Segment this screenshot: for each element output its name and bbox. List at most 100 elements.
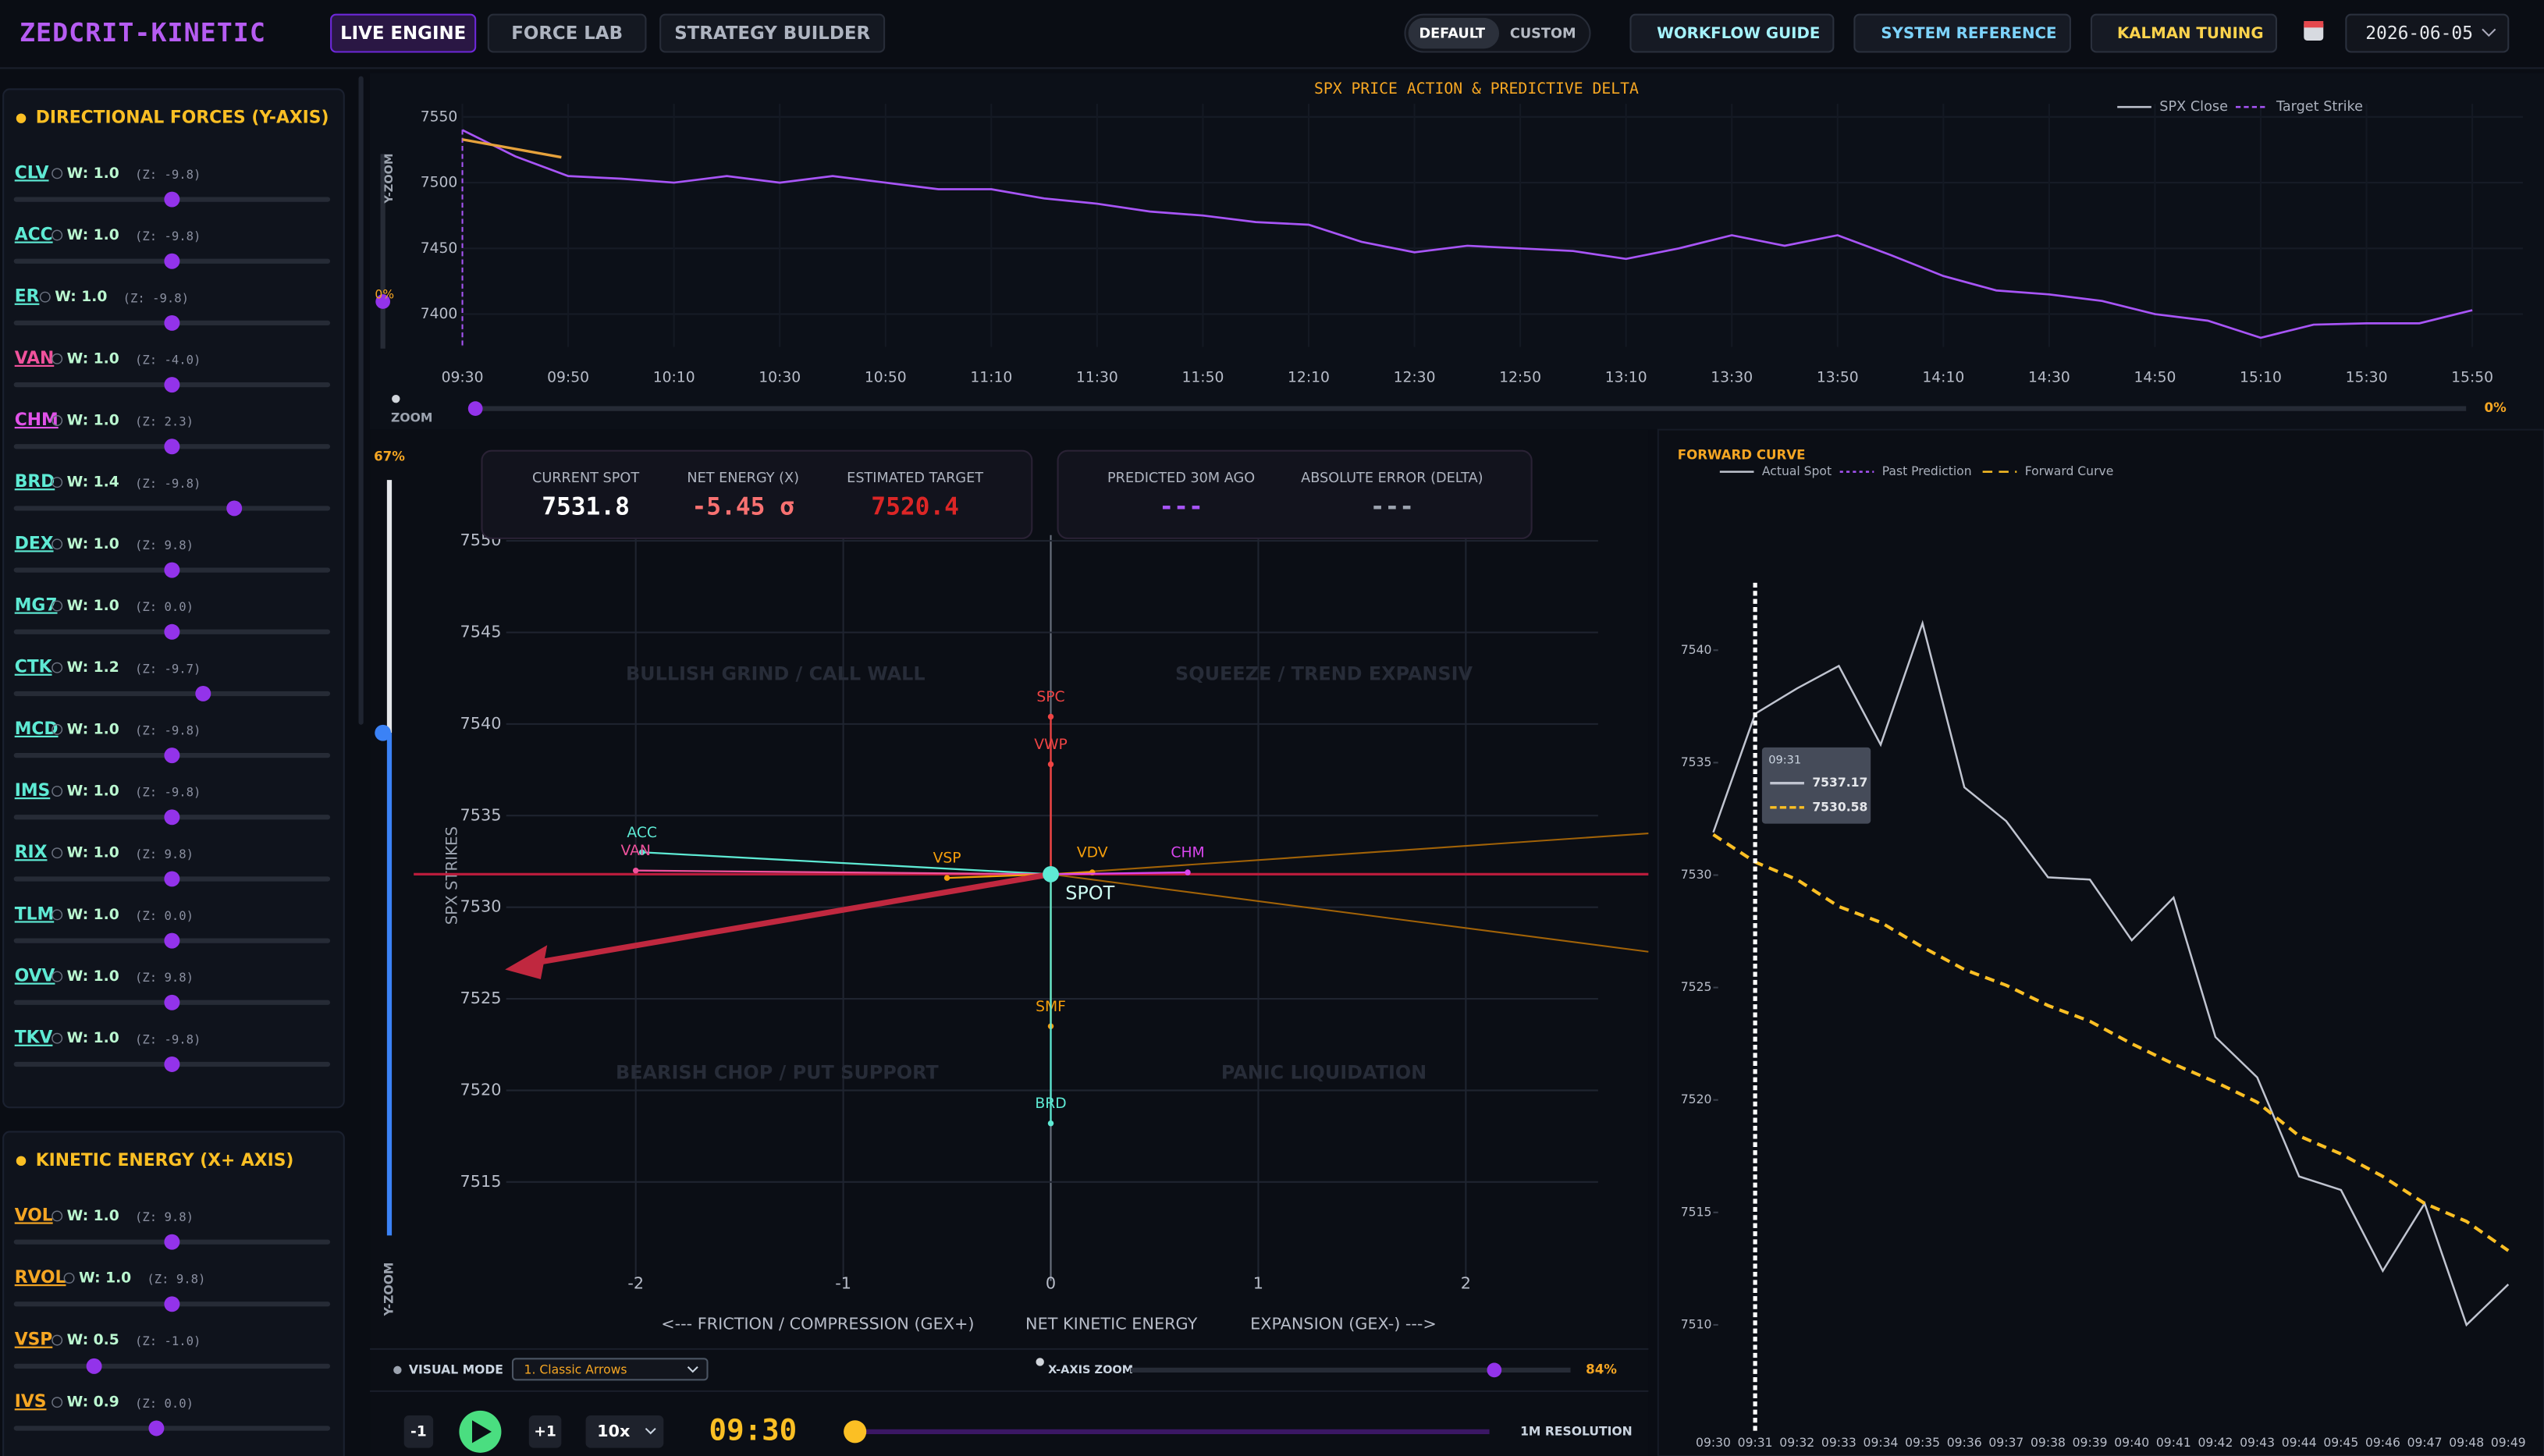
tab[interactable]	[487, 13, 647, 53]
slider-thumb[interactable]	[164, 377, 180, 393]
forward-line	[1712, 833, 2510, 1252]
vector-label: ACC	[627, 825, 657, 841]
slider-thumb[interactable]	[164, 809, 180, 826]
slider-thumb[interactable]	[164, 191, 180, 208]
slider-thumb[interactable]	[148, 1420, 165, 1436]
slider-thumb[interactable]	[164, 932, 180, 949]
net-vector-head	[505, 945, 548, 979]
info-icon	[52, 1032, 63, 1044]
force-weight: W: 1.0	[67, 598, 119, 614]
slider-thumb[interactable]	[164, 994, 180, 1010]
header-button[interactable]	[1853, 13, 2071, 53]
projection-line	[1050, 833, 1649, 875]
quadrant-panel	[370, 429, 1649, 1456]
x-tick-label: 10:10	[653, 370, 695, 386]
slider-thumb[interactable]	[226, 500, 243, 517]
speed-value: 10x	[597, 1422, 631, 1440]
info-icon	[52, 971, 63, 982]
force-z: (Z: 0.0)	[135, 1397, 194, 1411]
y-tick-label: 7545	[460, 623, 502, 641]
x-tick-label: 09:39	[2073, 1436, 2108, 1450]
force-vector	[635, 869, 1051, 875]
y-tick-label: 7535	[1681, 755, 1712, 769]
legend-label: SPX Close	[2159, 99, 2228, 115]
mode-option[interactable]: CUSTOM	[1510, 27, 1576, 42]
metrics-card	[1057, 449, 1533, 539]
tab[interactable]	[659, 13, 886, 53]
vector-head	[1047, 1120, 1054, 1127]
vector-label: VSP	[933, 851, 961, 867]
force-weight: W: 1.0	[67, 907, 119, 923]
x-zoom-value: 0%	[2485, 400, 2507, 415]
slider-thumb[interactable]	[164, 314, 180, 331]
metric-label: PREDICTED 30M AGO	[1107, 471, 1255, 486]
x-axis-label: NET KINETIC ENERGY	[1025, 1315, 1198, 1333]
force-weight: W: 1.0	[67, 783, 119, 800]
metric-value: ---	[1370, 492, 1414, 520]
x-tick-label: 09:45	[2323, 1436, 2358, 1450]
date-picker[interactable]	[2345, 13, 2510, 53]
x-tick-label: 12:50	[1499, 370, 1541, 386]
visual-mode-value: 1. Classic Arrows	[524, 1362, 627, 1376]
step-forward-button[interactable]	[528, 1415, 562, 1448]
panel-scrollbar	[358, 76, 364, 725]
force-z: (Z: -9.8)	[135, 168, 201, 182]
x-tick-label: 09:36	[1947, 1436, 1982, 1450]
slider-thumb[interactable]	[164, 439, 180, 455]
y-axis-label: SPX STRIKES	[443, 826, 461, 925]
forward-line	[1712, 620, 2510, 1327]
header-button[interactable]	[2090, 13, 2277, 53]
info-icon	[52, 723, 63, 735]
tab[interactable]	[330, 13, 477, 53]
y-zoom-thumb[interactable]	[375, 724, 392, 741]
speed-select[interactable]	[585, 1415, 664, 1448]
select-chevron	[645, 1427, 656, 1435]
header-button[interactable]	[1629, 13, 1835, 53]
y-tick-label: 7530	[460, 897, 502, 916]
y-tick-label: 7450	[421, 240, 458, 257]
info-icon	[63, 1273, 75, 1284]
slider-thumb[interactable]	[164, 1056, 180, 1072]
slider-thumb[interactable]	[164, 871, 180, 887]
info-icon	[52, 1210, 63, 1222]
region-label: PANIC LIQUIDATION	[1221, 1062, 1427, 1084]
x-zoom-thumb[interactable]	[467, 401, 483, 416]
x-tick-label: 14:50	[2134, 370, 2176, 386]
time-thumb[interactable]	[844, 1420, 867, 1444]
slider-thumb[interactable]	[164, 623, 180, 640]
force-weight: W: 0.9	[67, 1394, 119, 1411]
y-tick-label: 7530	[1681, 868, 1712, 882]
info-icon	[52, 662, 63, 673]
step-back-button[interactable]	[403, 1415, 434, 1448]
y-zoom-thumb[interactable]	[375, 294, 391, 309]
price-line	[461, 129, 2473, 339]
y-zoom-value: 67%	[374, 449, 405, 463]
force-z: (Z: -9.7)	[135, 662, 201, 676]
mode-active[interactable]	[1408, 17, 1500, 49]
slider-thumb[interactable]	[164, 253, 180, 269]
x-tick-label: 09:40	[2114, 1436, 2149, 1450]
visual-mode-select[interactable]	[511, 1358, 709, 1381]
slider-thumb[interactable]	[164, 748, 180, 764]
x-tick-label: 09:42	[2198, 1436, 2233, 1450]
slider-thumb[interactable]	[86, 1358, 102, 1374]
x-zoom-thumb[interactable]	[1487, 1362, 1502, 1378]
force-weight: W: 1.2	[67, 659, 119, 676]
slider-thumb[interactable]	[164, 562, 180, 578]
mode-option[interactable]: DEFAULT	[1419, 27, 1485, 42]
slider-thumb[interactable]	[164, 1296, 180, 1312]
tab-label: STRATEGY BUILDER	[674, 23, 870, 44]
x-tick-label: 15:30	[2346, 370, 2388, 386]
x-tick-label: 09:32	[1779, 1436, 1814, 1450]
mode-icon	[393, 1365, 402, 1375]
slider-thumb[interactable]	[195, 685, 211, 701]
metric-value: ---	[1159, 492, 1203, 520]
force-panel	[2, 1131, 345, 1456]
info-icon	[52, 847, 63, 859]
step-forward-label: +1	[534, 1423, 556, 1440]
vector-label: SPC	[1036, 689, 1064, 705]
y-tick-label: 7400	[421, 306, 458, 322]
force-vector	[641, 851, 1051, 875]
legend-label: Target Strike	[2276, 99, 2363, 115]
slider-thumb[interactable]	[164, 1234, 180, 1250]
